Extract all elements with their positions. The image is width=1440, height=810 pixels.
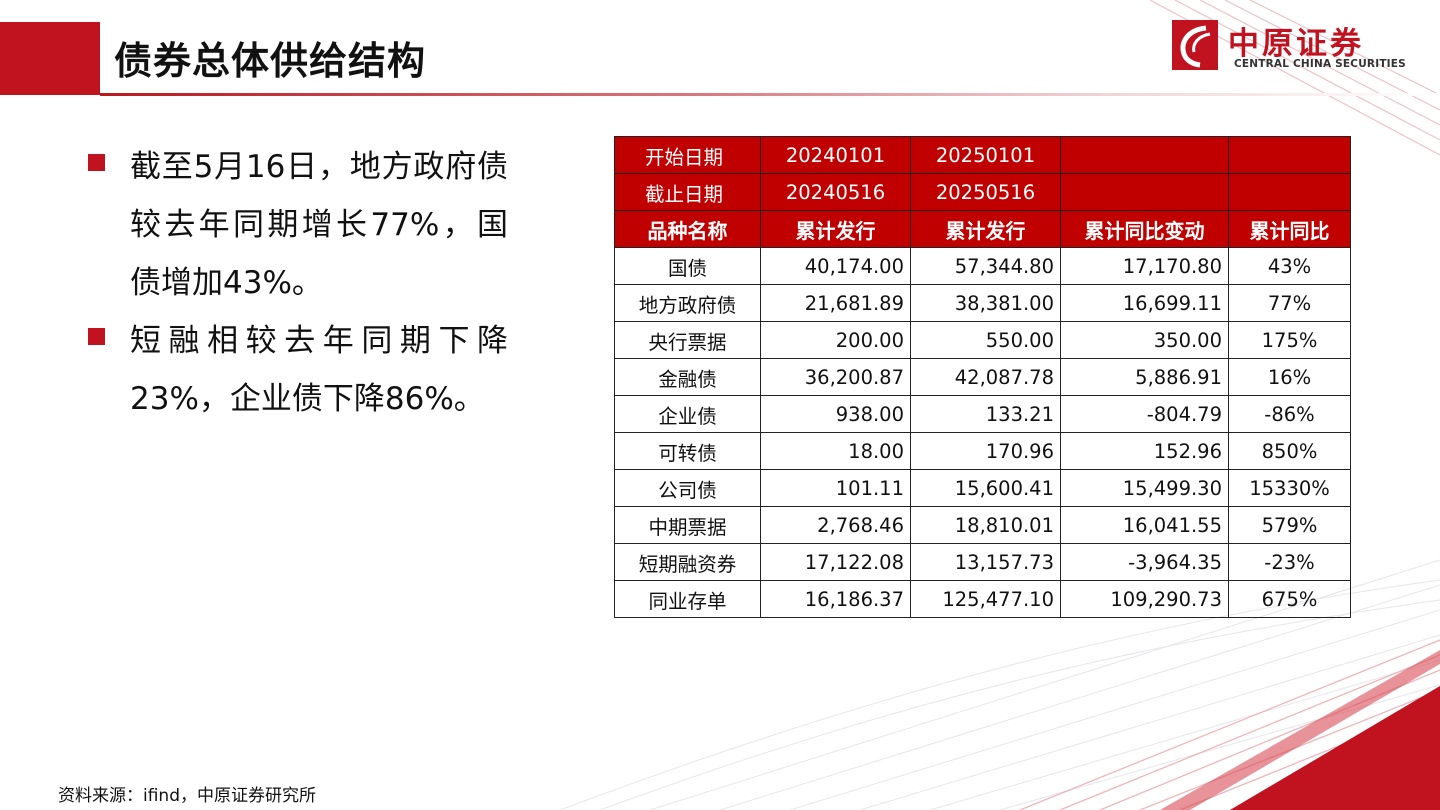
meta-value: 20250101 [910, 136, 1061, 174]
value-cell: 152.96 [1060, 432, 1229, 470]
value-cell: 350.00 [1060, 321, 1229, 359]
table-row: 可转债 18.00 170.96 152.96 850% [614, 432, 1351, 470]
column-header: 品种名称 [614, 210, 761, 248]
column-header: 累计发行 [760, 210, 911, 248]
table-row: 央行票据 200.00 550.00 350.00 175% [614, 321, 1351, 359]
meta-label: 截止日期 [614, 173, 761, 211]
table-row: 中期票据 2,768.46 18,810.01 16,041.55 579% [614, 506, 1351, 544]
value-cell: 938.00 [760, 395, 911, 433]
value-cell: -804.79 [1060, 395, 1229, 433]
value-cell: 18.00 [760, 432, 911, 470]
logo-english-text: CENTRAL CHINA SECURITIES [1234, 58, 1406, 70]
value-cell: 125,477.10 [910, 580, 1061, 618]
bullet-item: 截至5月16日，地方政府债较去年同期增长77%，国债增加43%。 [88, 138, 508, 312]
value-cell: 15,499.30 [1060, 469, 1229, 507]
meta-value [1060, 136, 1229, 174]
value-cell: 5,886.91 [1060, 358, 1229, 396]
meta-row-start-date: 开始日期 20240101 20250101 [614, 136, 1351, 174]
bond-type-cell: 地方政府债 [614, 284, 761, 322]
meta-value: 20240101 [760, 136, 911, 174]
meta-row-end-date: 截止日期 20240516 20250516 [614, 173, 1351, 211]
logo-chinese-text: 中原证券 [1228, 26, 1364, 62]
meta-value [1060, 173, 1229, 211]
value-cell: 550.00 [910, 321, 1061, 359]
table-row: 公司债 101.11 15,600.41 15,499.30 15330% [614, 469, 1351, 507]
table-header-row: 品种名称 累计发行 累计发行 累计同比变动 累计同比 [614, 210, 1351, 248]
bond-type-cell: 短期融资券 [614, 543, 761, 581]
meta-value [1228, 173, 1351, 211]
company-logo: 中原证券 CENTRAL CHINA SECURITIES [1170, 20, 1410, 76]
bullet-text: 短融相较去年同期下降23%，企业债下降86%。 [130, 323, 508, 417]
value-cell: -23% [1228, 543, 1351, 581]
value-cell: 13,157.73 [910, 543, 1061, 581]
column-header: 累计同比 [1228, 210, 1351, 248]
value-cell: 43% [1228, 247, 1351, 285]
value-cell: 170.96 [910, 432, 1061, 470]
bullet-item: 短融相较去年同期下降23%，企业债下降86%。 [88, 312, 508, 428]
value-cell: 42,087.78 [910, 358, 1061, 396]
bullet-square-icon [88, 328, 105, 345]
value-cell: 18,810.01 [910, 506, 1061, 544]
logo-mark-icon [1172, 20, 1218, 70]
value-cell: 16% [1228, 358, 1351, 396]
table-row: 国债 40,174.00 57,344.80 17,170.80 43% [614, 247, 1351, 285]
table-row: 短期融资券 17,122.08 13,157.73 -3,964.35 -23% [614, 543, 1351, 581]
bond-type-cell: 央行票据 [614, 321, 761, 359]
value-cell: 850% [1228, 432, 1351, 470]
table-row: 地方政府债 21,681.89 38,381.00 16,699.11 77% [614, 284, 1351, 322]
bond-type-cell: 金融债 [614, 358, 761, 396]
table-row: 企业债 938.00 133.21 -804.79 -86% [614, 395, 1351, 433]
value-cell: -86% [1228, 395, 1351, 433]
meta-value: 20250516 [910, 173, 1061, 211]
bullet-square-icon [88, 154, 105, 171]
value-cell: 15,600.41 [910, 469, 1061, 507]
value-cell: 579% [1228, 506, 1351, 544]
bond-type-cell: 国债 [614, 247, 761, 285]
title-accent-block [0, 22, 100, 95]
value-cell: 2,768.46 [760, 506, 911, 544]
value-cell: 40,174.00 [760, 247, 911, 285]
meta-label: 开始日期 [614, 136, 761, 174]
source-note: 资料来源：ifind，中原证券研究所 [58, 786, 316, 806]
value-cell: 109,290.73 [1060, 580, 1229, 618]
value-cell: -3,964.35 [1060, 543, 1229, 581]
value-cell: 16,699.11 [1060, 284, 1229, 322]
value-cell: 16,186.37 [760, 580, 911, 618]
meta-value [1228, 136, 1351, 174]
value-cell: 175% [1228, 321, 1351, 359]
value-cell: 101.11 [760, 469, 911, 507]
bond-type-cell: 公司债 [614, 469, 761, 507]
value-cell: 21,681.89 [760, 284, 911, 322]
value-cell: 16,041.55 [1060, 506, 1229, 544]
bullet-list: 截至5月16日，地方政府债较去年同期增长77%，国债增加43%。 短融相较去年同… [88, 138, 508, 428]
value-cell: 36,200.87 [760, 358, 911, 396]
page-title: 债券总体供给结构 [114, 39, 427, 83]
bullet-text: 截至5月16日，地方政府债较去年同期增长77%，国债增加43%。 [130, 149, 508, 301]
bond-type-cell: 中期票据 [614, 506, 761, 544]
bond-supply-table: 开始日期 20240101 20250101 截止日期 20240516 202… [614, 136, 1351, 618]
value-cell: 57,344.80 [910, 247, 1061, 285]
value-cell: 77% [1228, 284, 1351, 322]
value-cell: 133.21 [910, 395, 1061, 433]
column-header: 累计发行 [910, 210, 1061, 248]
value-cell: 17,170.80 [1060, 247, 1229, 285]
meta-value: 20240516 [760, 173, 911, 211]
title-underline [100, 93, 1440, 96]
value-cell: 675% [1228, 580, 1351, 618]
table-row: 金融债 36,200.87 42,087.78 5,886.91 16% [614, 358, 1351, 396]
bond-type-cell: 同业存单 [614, 580, 761, 618]
bond-type-cell: 可转债 [614, 432, 761, 470]
table-row: 同业存单 16,186.37 125,477.10 109,290.73 675% [614, 580, 1351, 618]
table-body: 国债 40,174.00 57,344.80 17,170.80 43% 地方政府债 21,… [614, 247, 1351, 618]
value-cell: 200.00 [760, 321, 911, 359]
value-cell: 17,122.08 [760, 543, 911, 581]
value-cell: 38,381.00 [910, 284, 1061, 322]
column-header: 累计同比变动 [1060, 210, 1229, 248]
value-cell: 15330% [1228, 469, 1351, 507]
bond-type-cell: 企业债 [614, 395, 761, 433]
